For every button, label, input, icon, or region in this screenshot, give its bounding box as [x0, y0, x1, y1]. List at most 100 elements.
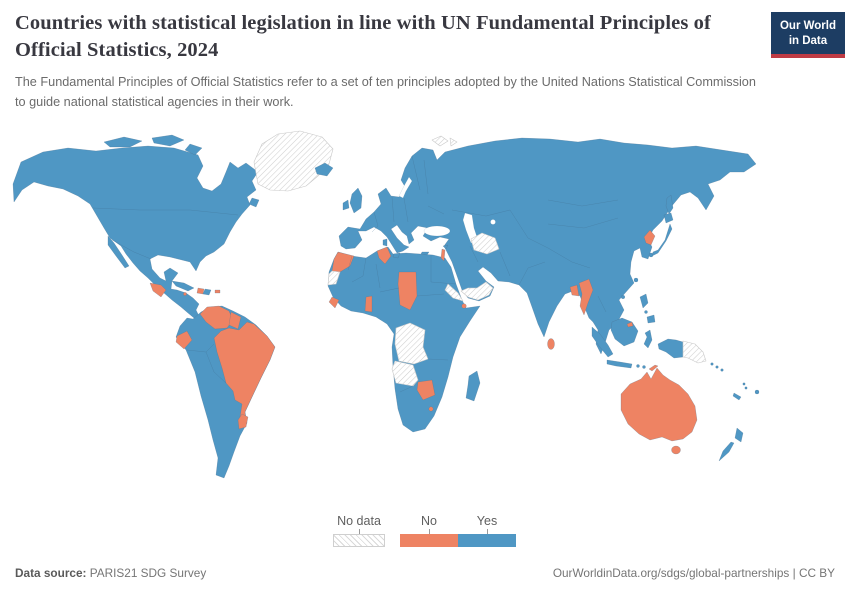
legend-label: No data	[337, 514, 381, 528]
zimbabwe-region	[416, 379, 436, 401]
footer-attribution: OurWorldinData.org/sdgs/global-partnersh…	[553, 566, 835, 580]
new-zealand-north-region	[734, 427, 744, 443]
north-korea-region	[643, 229, 656, 246]
africa-landmass	[327, 246, 481, 433]
sulawesi-region	[643, 329, 653, 349]
turkmenistan-region	[470, 232, 500, 255]
eurasia-landmass	[338, 137, 757, 355]
taiwan-region	[633, 277, 639, 283]
page-subtitle: The Fundamental Principles of Official S…	[15, 75, 756, 109]
ireland-region	[342, 199, 350, 211]
solomon-island	[720, 368, 724, 372]
brazil-region	[213, 321, 276, 422]
lesser-sunda-island	[642, 365, 646, 369]
newfoundland	[248, 197, 260, 208]
legend-swatch-hatched	[333, 534, 385, 547]
legend-tick	[486, 529, 488, 534]
vanuatu-region	[742, 382, 746, 386]
arctic-island	[184, 143, 203, 156]
djibouti-region	[461, 303, 467, 309]
yemen-oman-region	[460, 281, 494, 301]
guyana-region	[228, 311, 242, 330]
data-source-value: PARIS21 SDG Survey	[86, 566, 207, 580]
central-asia-borders	[451, 199, 619, 249]
uruguay-region	[237, 413, 249, 430]
data-source: Data source: PARIS21 SDG Survey	[15, 566, 206, 580]
header: Countries with statistical legislation i…	[15, 10, 765, 112]
peru-bolivia-border	[205, 351, 227, 384]
world-map	[0, 125, 850, 510]
vanuatu-region	[744, 386, 748, 390]
legend-label: No	[421, 514, 437, 528]
data-source-label: Data source:	[15, 566, 87, 580]
crete-region	[420, 251, 430, 256]
java-region	[606, 359, 633, 369]
great-britain-region	[349, 187, 363, 214]
tasmania-region	[671, 445, 681, 455]
owid-logo-line2: in Data	[788, 34, 828, 47]
us-canada-border	[92, 207, 239, 216]
sardinia-region	[382, 238, 388, 247]
hokkaido-region	[663, 212, 674, 224]
europe-borders	[371, 155, 445, 233]
sumatra-region	[591, 326, 614, 358]
footer-separator: |	[789, 566, 799, 580]
caribbean-islands	[171, 280, 221, 296]
chad-region	[397, 271, 418, 311]
papua-new-guinea-region	[682, 340, 707, 364]
owid-logo: Our World in Data	[770, 12, 845, 58]
australia-region	[620, 367, 698, 442]
north-america-landmass	[12, 134, 260, 319]
eritrea-region	[444, 283, 464, 302]
owid-logo-line1: Our World	[779, 20, 836, 32]
lesser-sunda-island	[636, 364, 640, 368]
new-caledonia-region	[732, 392, 742, 401]
puerto-rico-region	[214, 289, 221, 294]
world-map-svg	[12, 130, 760, 479]
fiji-region	[754, 389, 760, 395]
luzon-region	[639, 293, 649, 309]
southern-africa-borders	[399, 358, 449, 393]
black-sea	[423, 225, 451, 237]
madagascar-region	[465, 370, 481, 402]
footer: Data source: PARIS21 SDG Survey OurWorld…	[15, 566, 835, 580]
legend-tick	[428, 529, 430, 534]
license-label: CC BY	[798, 566, 835, 580]
brunei-region	[626, 321, 634, 328]
ecuador-region	[175, 330, 193, 350]
legend-item-no-data: No data	[333, 514, 385, 547]
owid-link[interactable]: OurWorldinData.org/sdgs/global-partnersh…	[552, 566, 790, 580]
andes-borders	[186, 343, 215, 353]
jamaica-region	[183, 292, 187, 296]
arctic-island	[103, 136, 143, 148]
drc-region	[394, 322, 429, 365]
us-mexico-border	[111, 239, 152, 260]
bangladesh-region	[569, 284, 580, 297]
south-america-landmass	[175, 305, 276, 479]
sri-lanka-region	[547, 338, 555, 350]
south-asia-borders	[469, 245, 607, 313]
cyprus-region	[442, 244, 449, 250]
cuba-region	[171, 280, 195, 292]
haiti-region	[196, 287, 205, 295]
southeast-asia-islands	[591, 293, 707, 372]
solomon-island	[715, 365, 719, 369]
myanmar-region	[578, 278, 594, 316]
legend-swatch-no	[400, 534, 458, 547]
israel-region	[440, 248, 446, 262]
mindanao-region	[646, 314, 656, 324]
legend-tick	[358, 529, 360, 534]
western-sahara-region	[327, 270, 341, 286]
sierra-leone-region	[328, 296, 340, 309]
page-title: Countries with statistical legislation i…	[15, 12, 711, 62]
benin-region	[364, 295, 373, 313]
honshu-region	[651, 223, 673, 257]
oceania-landmass	[620, 362, 760, 462]
kyushu-region	[648, 252, 654, 258]
new-zealand-south-region	[718, 441, 735, 462]
baja-california	[107, 235, 130, 269]
eswatini-region	[428, 406, 434, 412]
timor-leste-region	[648, 364, 659, 372]
sahara-borders	[347, 255, 457, 297]
